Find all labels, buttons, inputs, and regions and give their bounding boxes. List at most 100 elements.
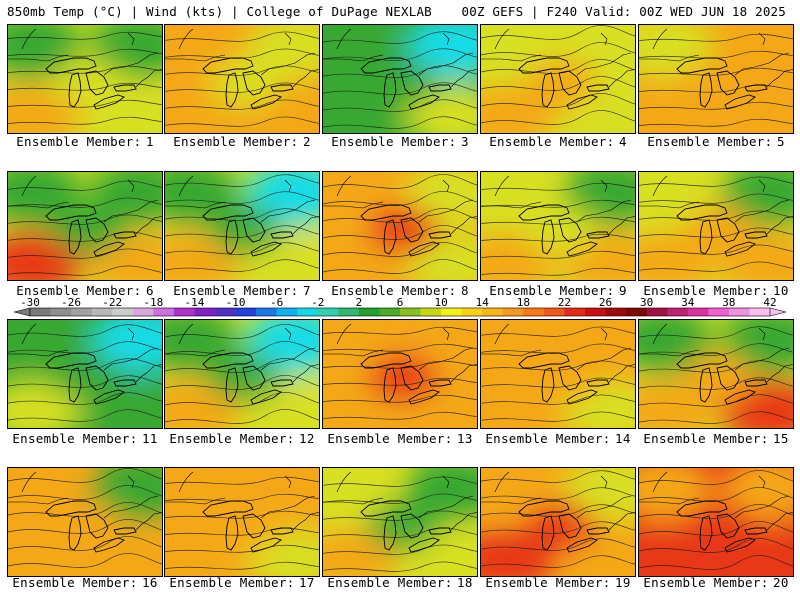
ensemble-member-map [7,24,163,134]
temperature-map [639,25,793,133]
temperature-map [165,468,319,576]
temperature-map [639,320,793,428]
member-caption: Ensemble Member: 3 [321,134,479,149]
colorbar-swatch [502,308,524,316]
ensemble-member-map [322,467,478,577]
colorbar-tick-label: 18 [517,296,530,309]
member-caption-number: 14 [615,431,631,446]
member-caption: Ensemble Member: 4 [479,134,637,149]
colorbar-swatch [256,308,278,316]
ensemble-member-map [480,319,636,429]
map-title: 850mb Temp (°C) | Wind (kts) | College o… [7,4,432,19]
colorbar-swatch [626,308,648,316]
ensemble-member-map [164,467,320,577]
ensemble-member-map [638,467,794,577]
great-lakes-outline [481,28,635,110]
temperature-map [165,320,319,428]
great-lakes-outline [639,175,793,257]
member-caption: Ensemble Member: 15 [637,431,795,446]
colorbar-tick-label: 6 [397,296,404,309]
member-caption-label: Ensemble Member: [173,283,299,298]
ensemble-member-map [322,319,478,429]
colorbar-swatch [667,308,689,316]
member-caption: Ensemble Member: 19 [479,575,637,590]
member-caption-label: Ensemble Member: [485,431,611,446]
member-caption-number: 3 [460,134,469,149]
colorbar-swatch [297,308,319,316]
colorbar-tick-label: 22 [558,296,571,309]
colorbar-swatch [194,308,216,316]
colorbar-swatch [91,308,113,316]
ensemble-member-map [480,467,636,577]
colorbar-swatch [338,308,360,316]
colorbar-swatch [317,308,339,316]
member-caption: Ensemble Member: 10 [637,283,795,298]
member-caption-number: 20 [773,575,789,590]
member-caption-number: 15 [773,431,789,446]
great-lakes-outline [8,323,162,405]
member-caption-label: Ensemble Member: [12,431,138,446]
temperature-map [639,468,793,576]
colorbar-swatch [71,308,93,316]
colorbar-swatch [30,308,51,316]
colorbar-tick-label: 38 [722,296,735,309]
member-caption: Ensemble Member: 12 [163,431,321,446]
colorbar-tick-label: -10 [226,296,246,309]
colorbar-swatch [461,308,483,316]
temperature-map [481,320,635,428]
temperature-map [639,172,793,280]
member-caption-label: Ensemble Member: [169,575,295,590]
colorbar-tick-label: -14 [185,296,205,309]
great-lakes-outline [481,471,635,553]
member-caption: Ensemble Member: 17 [163,575,321,590]
colorbar-tick-label: -18 [143,296,163,309]
temperature-map [323,468,477,576]
height-contours [8,468,162,568]
great-lakes-outline [639,28,793,110]
height-contours [323,326,477,420]
member-caption-number: 19 [615,575,631,590]
member-caption-label: Ensemble Member: [489,134,615,149]
great-lakes-outline [481,175,635,257]
height-contours [323,174,477,274]
height-contours [8,31,162,125]
member-caption: Ensemble Member: 7 [163,283,321,298]
great-lakes-outline [639,471,793,553]
member-caption-label: Ensemble Member: [16,134,142,149]
colorbar-tick-label: -30 [20,296,40,309]
temperature-colorbar: -30 -26 -22 -18 -14 -10 -6 -2 2 6 10 14 18 22 26 30 34 38… [13,296,787,317]
colorbar-tick-label: 14 [476,296,490,309]
member-caption-label: Ensemble Member: [327,575,453,590]
member-caption-label: Ensemble Member: [169,431,295,446]
colorbar-tick-label: -6 [270,296,283,309]
colorbar-swatch [564,308,586,316]
colorbar-tick-label: 10 [434,296,447,309]
colorbar-swatch [585,308,606,316]
height-contours [639,326,793,424]
member-caption-number: 8 [460,283,469,298]
colorbar-tick-label: 42 [763,296,776,309]
colorbar-swatch [358,308,380,316]
member-caption: Ensemble Member: 16 [6,575,164,590]
temperature-map [323,320,477,428]
colorbar-swatch [728,308,750,316]
height-contours [481,25,635,125]
member-caption-number: 13 [457,431,473,446]
member-caption-number: 5 [776,134,785,149]
height-contours [481,326,635,422]
member-caption: Ensemble Member: 9 [479,283,637,298]
temperature-map [165,172,319,280]
member-caption-number: 17 [299,575,315,590]
temperature-map [8,468,162,576]
member-caption-number: 9 [618,283,627,298]
great-lakes-outline [323,28,477,110]
member-caption: Ensemble Member: 14 [479,431,637,446]
temperature-map [165,25,319,133]
great-lakes-outline [165,28,319,110]
height-contours [481,182,635,276]
member-caption-label: Ensemble Member: [16,283,142,298]
colorbar-swatch [441,308,463,316]
colorbar-swatch [605,308,627,316]
colorbar-swatch [482,308,504,316]
member-caption: Ensemble Member: 5 [637,134,795,149]
